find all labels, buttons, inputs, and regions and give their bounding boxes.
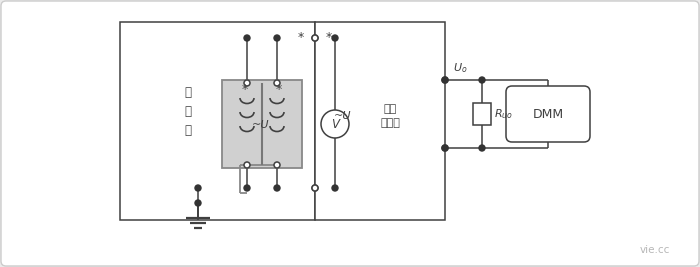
Text: *: * bbox=[326, 32, 332, 45]
Circle shape bbox=[274, 35, 280, 41]
Bar bbox=[473, 103, 491, 125]
Circle shape bbox=[274, 162, 280, 168]
Text: 电压
变送器: 电压 变送器 bbox=[380, 104, 400, 128]
Circle shape bbox=[312, 35, 318, 41]
Circle shape bbox=[244, 162, 250, 168]
Circle shape bbox=[195, 200, 201, 206]
Circle shape bbox=[332, 185, 338, 191]
Text: $U_o$: $U_o$ bbox=[453, 61, 468, 75]
Circle shape bbox=[442, 77, 448, 83]
Bar bbox=[120, 22, 315, 220]
Text: DMM: DMM bbox=[533, 108, 564, 120]
Text: V: V bbox=[331, 117, 339, 131]
Text: $R_{uo}$: $R_{uo}$ bbox=[494, 107, 513, 121]
Circle shape bbox=[274, 80, 280, 86]
Circle shape bbox=[244, 185, 250, 191]
Bar bbox=[315, 22, 445, 220]
Circle shape bbox=[312, 35, 318, 41]
Text: 信
号
源: 信 号 源 bbox=[185, 86, 192, 137]
Bar bbox=[222, 80, 302, 168]
Text: vie.cc: vie.cc bbox=[640, 245, 670, 255]
Circle shape bbox=[312, 185, 318, 191]
FancyBboxPatch shape bbox=[506, 86, 590, 142]
Text: ~U: ~U bbox=[335, 111, 351, 121]
Circle shape bbox=[312, 185, 318, 191]
Text: ~U: ~U bbox=[252, 120, 269, 130]
Circle shape bbox=[332, 35, 338, 41]
Circle shape bbox=[442, 145, 448, 151]
Circle shape bbox=[479, 77, 485, 83]
Text: *: * bbox=[276, 84, 282, 96]
Circle shape bbox=[274, 185, 280, 191]
Text: *: * bbox=[242, 84, 248, 96]
Text: *: * bbox=[298, 32, 304, 45]
Circle shape bbox=[321, 110, 349, 138]
Circle shape bbox=[442, 145, 448, 151]
Circle shape bbox=[244, 80, 250, 86]
Circle shape bbox=[442, 77, 448, 83]
Circle shape bbox=[479, 145, 485, 151]
Circle shape bbox=[195, 185, 201, 191]
Circle shape bbox=[244, 35, 250, 41]
